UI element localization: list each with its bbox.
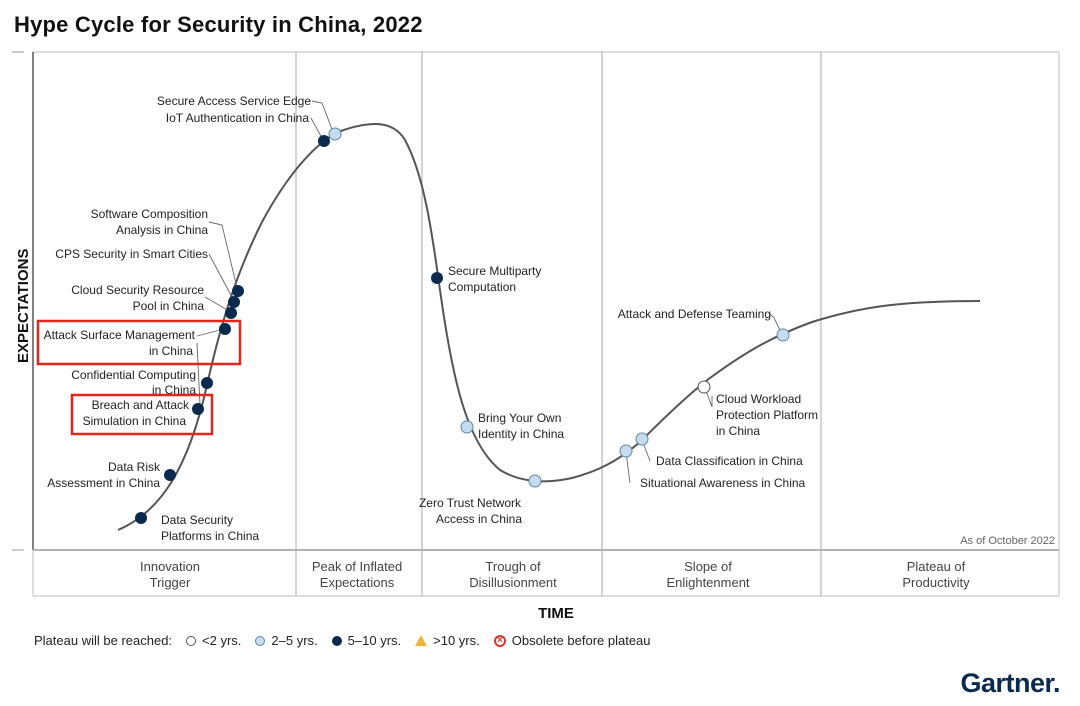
tech-label: Assessment in China xyxy=(47,476,160,490)
legend-heading: Plateau will be reached: xyxy=(34,633,173,648)
phase-label: Plateau of xyxy=(907,559,966,574)
tech-marker-cwpp[interactable] xyxy=(697,380,711,394)
tech-label: Attack Surface Management xyxy=(44,328,196,342)
phase-label: Disillusionment xyxy=(469,575,557,590)
highlight-box-bas xyxy=(70,393,214,436)
tech-label: Secure Access Service Edge xyxy=(157,94,311,108)
tech-label: Secure Multiparty xyxy=(448,264,541,278)
legend: Plateau will be reached: <2 yrs. 2–5 yrs… xyxy=(34,633,651,648)
tech-marker-smc[interactable] xyxy=(431,272,443,284)
legend-item-gt10: >10 yrs. xyxy=(415,633,480,648)
tech-label: Cloud Workload xyxy=(716,392,801,406)
chart-title: Hype Cycle for Security in China, 2022 xyxy=(14,12,423,37)
tech-label: in China xyxy=(716,424,760,438)
phase-band xyxy=(32,549,1060,597)
tech-label: CPS Security in Smart Cities xyxy=(55,247,208,261)
legend-label: 2–5 yrs. xyxy=(271,633,318,648)
tech-label: Data Risk xyxy=(108,460,161,474)
phase-label: Peak of Inflated xyxy=(312,559,402,574)
as-of-date: As of October 2022 xyxy=(960,535,1055,547)
tech-label: in China xyxy=(149,344,193,358)
dark-blue-circle-icon xyxy=(331,635,342,646)
tech-label: Platforms in China xyxy=(161,529,259,543)
tech-label: Software Composition xyxy=(91,207,208,221)
tech-marker-dsp[interactable] xyxy=(135,512,147,524)
tech-marker-iot[interactable] xyxy=(318,135,330,147)
phase-label: Expectations xyxy=(320,575,395,590)
tech-label: Protection Platform xyxy=(716,408,818,422)
obsolete-x-icon: × xyxy=(493,634,506,647)
legend-label: 5–10 yrs. xyxy=(347,633,402,648)
legend-label: <2 yrs. xyxy=(202,633,242,648)
tech-marker-sa[interactable] xyxy=(619,444,633,458)
highlight-box-asm xyxy=(36,319,242,366)
tech-label: Confidential Computing xyxy=(71,368,196,382)
tech-label: Cloud Security Resource xyxy=(71,283,204,297)
tech-label: Simulation in China xyxy=(83,414,187,428)
phase-label: Innovation xyxy=(140,559,200,574)
legend-item-2to5: 2–5 yrs. xyxy=(255,633,318,648)
tech-label: Bring Your Own xyxy=(478,411,561,425)
tech-marker-byoi[interactable] xyxy=(460,420,474,434)
tech-marker-sca[interactable] xyxy=(232,285,244,297)
tech-label: Zero Trust Network xyxy=(419,496,522,510)
tech-label: Situational Awareness in China xyxy=(640,476,806,490)
phase-label: Slope of xyxy=(684,559,732,574)
triangle-icon xyxy=(415,635,428,646)
legend-label: >10 yrs. xyxy=(433,633,480,648)
tech-marker-adt[interactable] xyxy=(776,328,790,342)
x-axis-title: TIME xyxy=(538,605,574,622)
legend-label: Obsolete before plateau xyxy=(511,633,651,648)
tech-marker-ztna[interactable] xyxy=(528,474,542,488)
y-axis-title: EXPECTATIONS xyxy=(15,249,32,363)
phase-label: Trigger xyxy=(150,575,191,590)
leader-lines xyxy=(196,100,334,406)
phase-label: Enlightenment xyxy=(666,575,749,590)
tech-label: Computation xyxy=(448,280,516,294)
legend-item-5to10: 5–10 yrs. xyxy=(331,633,402,648)
tech-marker-dc[interactable] xyxy=(635,432,649,446)
tech-label: Identity in China xyxy=(478,427,564,441)
phase-label: Productivity xyxy=(902,575,970,590)
phase-label: Trough of xyxy=(485,559,541,574)
tech-label: Access in China xyxy=(436,512,522,526)
legend-item-obsolete: × Obsolete before plateau xyxy=(493,633,651,648)
tech-label: Breach and Attack xyxy=(92,398,190,412)
legend-item-lt2: <2 yrs. xyxy=(186,633,241,648)
tech-marker-csrp[interactable] xyxy=(225,307,237,319)
light-blue-circle-icon xyxy=(255,635,266,646)
tech-label: Pool in China xyxy=(133,299,205,313)
tech-label: Analysis in China xyxy=(116,223,208,237)
tech-marker-cc[interactable] xyxy=(201,377,213,389)
tech-label: IoT Authentication in China xyxy=(166,111,310,125)
tech-marker-cps[interactable] xyxy=(228,296,240,308)
tech-marker-bas[interactable] xyxy=(192,403,204,415)
hype-curve xyxy=(117,123,981,531)
tech-marker-asm[interactable] xyxy=(219,323,231,335)
tech-label: Data Classification in China xyxy=(656,454,803,468)
tech-marker-dra[interactable] xyxy=(164,469,176,481)
white-circle-icon xyxy=(186,635,197,646)
tech-label: in China xyxy=(152,383,196,397)
gartner-logo: Gartner. xyxy=(960,668,1060,698)
tech-label: Data Security xyxy=(161,513,233,527)
tech-label: Attack and Defense Teaming xyxy=(618,307,771,321)
tech-marker-sase[interactable] xyxy=(328,127,342,141)
